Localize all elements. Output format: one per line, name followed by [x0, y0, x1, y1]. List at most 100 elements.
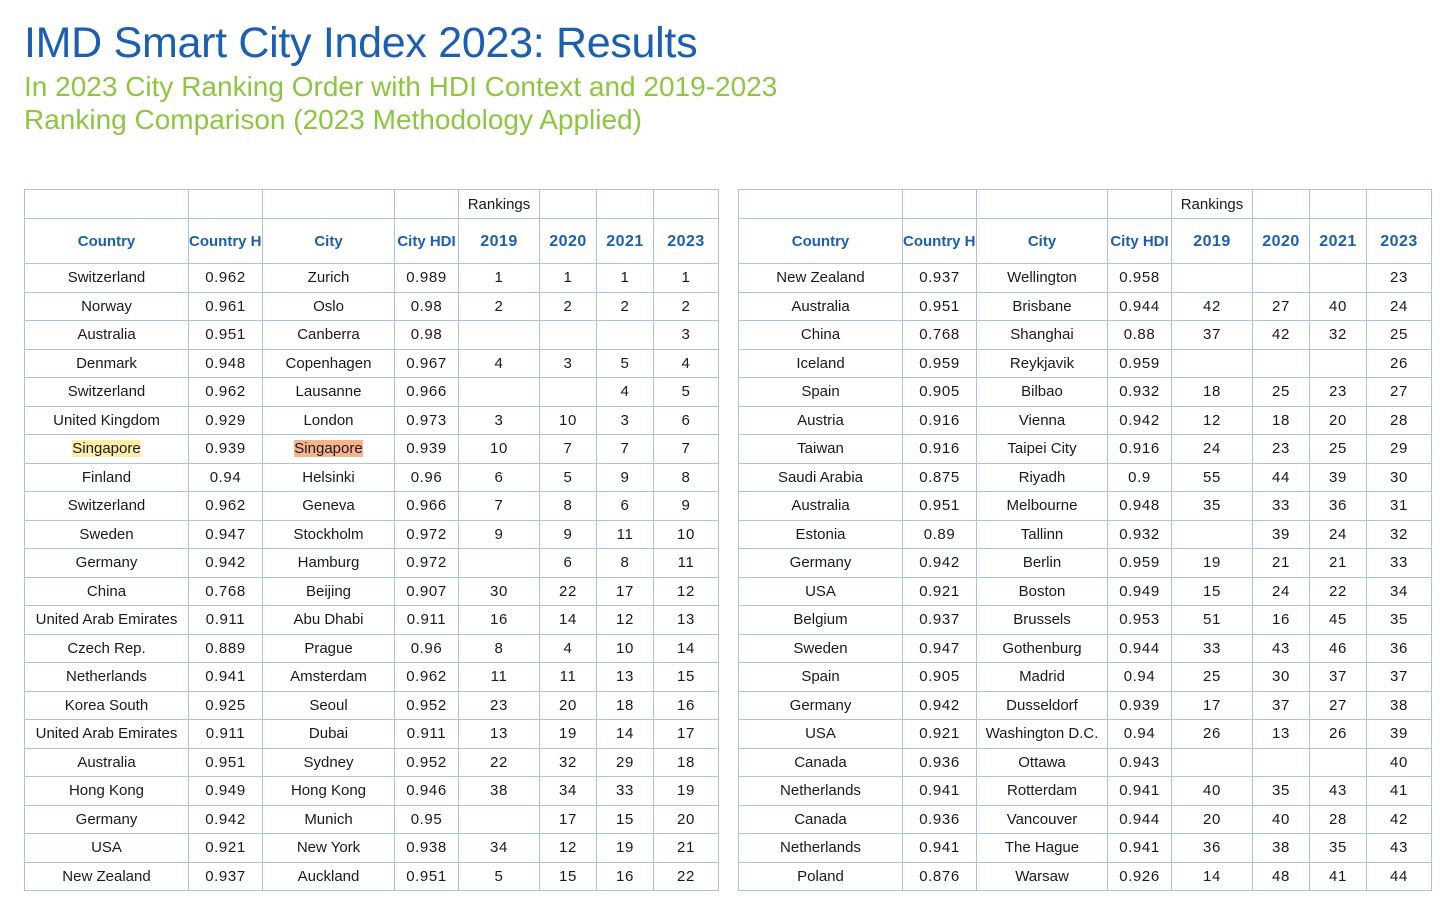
table-row: Singapore 0.939 Singapore 0.939 10 7 7 7 — [24, 434, 719, 464]
rank-2023-cell-text: 1 — [681, 269, 691, 287]
col-header-city: City — [262, 218, 395, 264]
col-header-country: Country — [738, 218, 903, 264]
rank-2020-cell: 34 — [539, 776, 597, 806]
col-header-city-hdi: City HDI — [394, 218, 459, 264]
rank-2020-cell: 2 — [539, 291, 597, 321]
country-hdi-cell-text: 0.876 — [919, 867, 960, 885]
country-hdi-cell: 0.916 — [902, 434, 977, 464]
city-hdi-cell: 0.9 — [1107, 462, 1172, 492]
rank-2019-cell-text: 6 — [494, 468, 504, 486]
city-cell-text: Rotterdam — [1006, 782, 1078, 800]
country-cell-text: New Zealand — [62, 867, 151, 885]
rank-2021-cell: 29 — [596, 747, 654, 777]
city-hdi-cell: 0.916 — [1107, 434, 1172, 464]
city-cell-text: Sydney — [303, 753, 354, 771]
city-hdi-cell-text: 0.943 — [1119, 753, 1160, 771]
city-hdi-cell-text: 0.96 — [410, 639, 443, 657]
city-cell: Bilbao — [976, 377, 1108, 407]
rank-2023-cell-text: 28 — [1390, 411, 1408, 429]
table-row: Canada 0.936 Ottawa 0.943 40 — [738, 747, 1432, 777]
country-cell-text: Canada — [794, 810, 847, 828]
country-hdi-cell-text: 0.916 — [919, 411, 960, 429]
table-row: Taiwan 0.916 Taipei City 0.916 24 23 25 29 — [738, 434, 1432, 464]
rank-2021-cell-text: 18 — [616, 696, 634, 714]
country-hdi-cell: 0.939 — [188, 434, 263, 464]
rank-2020-cell-text: 13 — [1272, 725, 1290, 743]
rank-2020-cell: 30 — [1252, 662, 1310, 692]
city-cell: Vancouver — [976, 804, 1108, 834]
rank-2019-cell — [458, 804, 540, 834]
city-cell-text: Dusseldorf — [1006, 696, 1078, 714]
rank-2020-cell — [1252, 263, 1310, 293]
rank-2020-cell: 3 — [539, 348, 597, 378]
rank-2021-cell-text: 16 — [616, 867, 634, 885]
rank-2019-cell: 14 — [1171, 861, 1253, 891]
rank-2020-cell: 44 — [1252, 462, 1310, 492]
rank-2020-cell: 32 — [539, 747, 597, 777]
country-cell: Iceland — [738, 348, 903, 378]
table-header-row-top: Rankings — [24, 189, 719, 219]
city-hdi-cell-text: 0.972 — [406, 554, 447, 572]
rank-2020-cell: 42 — [1252, 320, 1310, 350]
city-hdi-cell-text: 0.944 — [1119, 810, 1160, 828]
country-hdi-cell: 0.936 — [902, 804, 977, 834]
rank-2019-cell — [1171, 519, 1253, 549]
city-cell: Oslo — [262, 291, 395, 321]
city-hdi-cell: 0.932 — [1107, 519, 1172, 549]
city-cell: Vienna — [976, 405, 1108, 435]
rank-2021-cell: 8 — [596, 548, 654, 578]
rank-2021-cell-text: 4 — [620, 383, 630, 401]
table-row: Australia 0.951 Sydney 0.952 22 32 29 18 — [24, 747, 719, 777]
country-hdi-cell: 0.911 — [188, 605, 263, 635]
rank-2020-cell-text: 27 — [1272, 297, 1290, 315]
rank-2019-cell: 7 — [458, 491, 540, 521]
country-hdi-cell: 0.942 — [902, 548, 977, 578]
rank-2023-cell-text: 9 — [681, 497, 691, 515]
city-hdi-cell: 0.926 — [1107, 861, 1172, 891]
country-hdi-cell-text: 0.951 — [919, 297, 960, 315]
country-cell-text: Iceland — [796, 354, 845, 372]
rank-2023-cell-text: 33 — [1390, 554, 1408, 572]
country-hdi-cell-text: 0.951 — [205, 753, 246, 771]
country-cell-text: Australia — [77, 753, 136, 771]
rank-2020-cell: 33 — [1252, 491, 1310, 521]
col-header-2019: 2019 — [1171, 218, 1253, 264]
rank-2023-cell-text: 20 — [677, 810, 695, 828]
rank-2019-cell: 51 — [1171, 605, 1253, 635]
country-hdi-cell: 0.875 — [902, 462, 977, 492]
rank-2023-cell: 9 — [653, 491, 719, 521]
country-cell: Germany — [738, 690, 903, 720]
city-cell: Singapore — [262, 434, 395, 464]
rank-2020-cell-text: 8 — [563, 497, 573, 515]
city-cell-text: The Hague — [1004, 839, 1080, 857]
city-hdi-cell-text: 0.962 — [406, 668, 447, 686]
city-hdi-cell: 0.959 — [1107, 548, 1172, 578]
city-hdi-cell: 0.952 — [394, 747, 459, 777]
rank-2020-cell-text: 23 — [1272, 440, 1290, 458]
col-header-2023: 2023 — [653, 218, 719, 264]
rank-2020-cell: 11 — [539, 662, 597, 692]
country-cell: New Zealand — [738, 263, 903, 293]
rank-2021-cell: 41 — [1309, 861, 1367, 891]
rank-2020-cell-text: 19 — [559, 725, 577, 743]
city-hdi-cell: 0.951 — [394, 861, 459, 891]
country-hdi-cell-text: 0.911 — [205, 611, 246, 629]
rank-2021-cell-text: 11 — [616, 525, 634, 543]
rank-2023-cell: 27 — [1366, 377, 1432, 407]
rank-2019-cell: 18 — [1171, 377, 1253, 407]
rank-2020-cell-text: 11 — [559, 668, 577, 686]
rank-2023-cell-text: 2 — [681, 297, 691, 315]
rank-2021-cell-text: 15 — [616, 810, 634, 828]
country-cell-text: Netherlands — [66, 668, 147, 686]
city-hdi-cell-text: 0.973 — [406, 411, 447, 429]
rank-2019-cell-text: 51 — [1203, 611, 1221, 629]
rank-2021-cell — [1309, 348, 1367, 378]
country-cell: United Arab Emirates — [24, 605, 189, 635]
col-header-country: Country — [24, 218, 189, 264]
city-cell-text: Brisbane — [1012, 297, 1072, 315]
rank-2019-cell: 42 — [1171, 291, 1253, 321]
city-cell: Brisbane — [976, 291, 1108, 321]
rank-2023-cell: 25 — [1366, 320, 1432, 350]
rank-2020-cell-text: 15 — [559, 867, 577, 885]
city-hdi-cell-text: 0.98 — [410, 326, 443, 344]
